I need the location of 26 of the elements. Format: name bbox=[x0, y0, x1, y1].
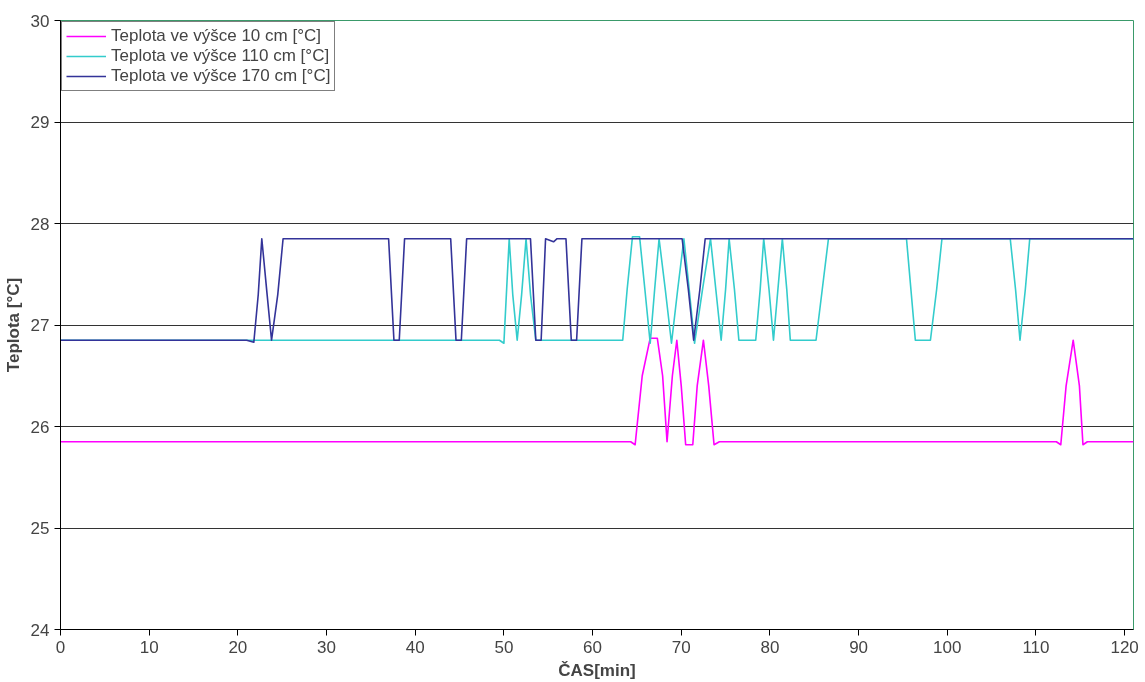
x-tick-label: 80 bbox=[760, 637, 780, 657]
y-tick-label: 24 bbox=[30, 620, 50, 640]
x-tick-label: 30 bbox=[317, 637, 336, 657]
x-tick-label: 0 bbox=[55, 637, 66, 657]
x-tick-label: 50 bbox=[494, 637, 514, 657]
x-tick-label: 90 bbox=[849, 637, 869, 657]
x-tick-label: 60 bbox=[583, 637, 603, 657]
x-tick-label: 20 bbox=[228, 637, 248, 657]
y-tick-label: 26 bbox=[30, 417, 50, 437]
y-tick-label: 29 bbox=[30, 113, 50, 132]
y-tick-label: 27 bbox=[30, 316, 50, 335]
x-tick-label: 70 bbox=[671, 637, 691, 657]
y-tick-label: 30 bbox=[30, 11, 50, 31]
legend-label: Teplota ve výšce 10 cm [°C] bbox=[111, 26, 321, 46]
legend-label: Teplota ve výšce 170 cm [°C] bbox=[111, 66, 331, 86]
y-axis-title: Teplota [°C] bbox=[3, 277, 23, 373]
x-tick-label: 110 bbox=[1022, 637, 1050, 657]
line-series bbox=[60, 337, 1134, 446]
x-tick-label: 40 bbox=[405, 637, 425, 657]
y-tick-label: 25 bbox=[30, 519, 50, 538]
x-tick-label: 10 bbox=[139, 637, 159, 657]
x-tick-label: 100 bbox=[933, 637, 962, 657]
legend-label: Teplota ve výšce 110 cm [°C] bbox=[111, 46, 330, 66]
x-axis-title: ČAS[min] bbox=[558, 660, 636, 680]
y-tick-label: 28 bbox=[30, 214, 50, 234]
x-tick-label: 120 bbox=[1110, 637, 1139, 657]
